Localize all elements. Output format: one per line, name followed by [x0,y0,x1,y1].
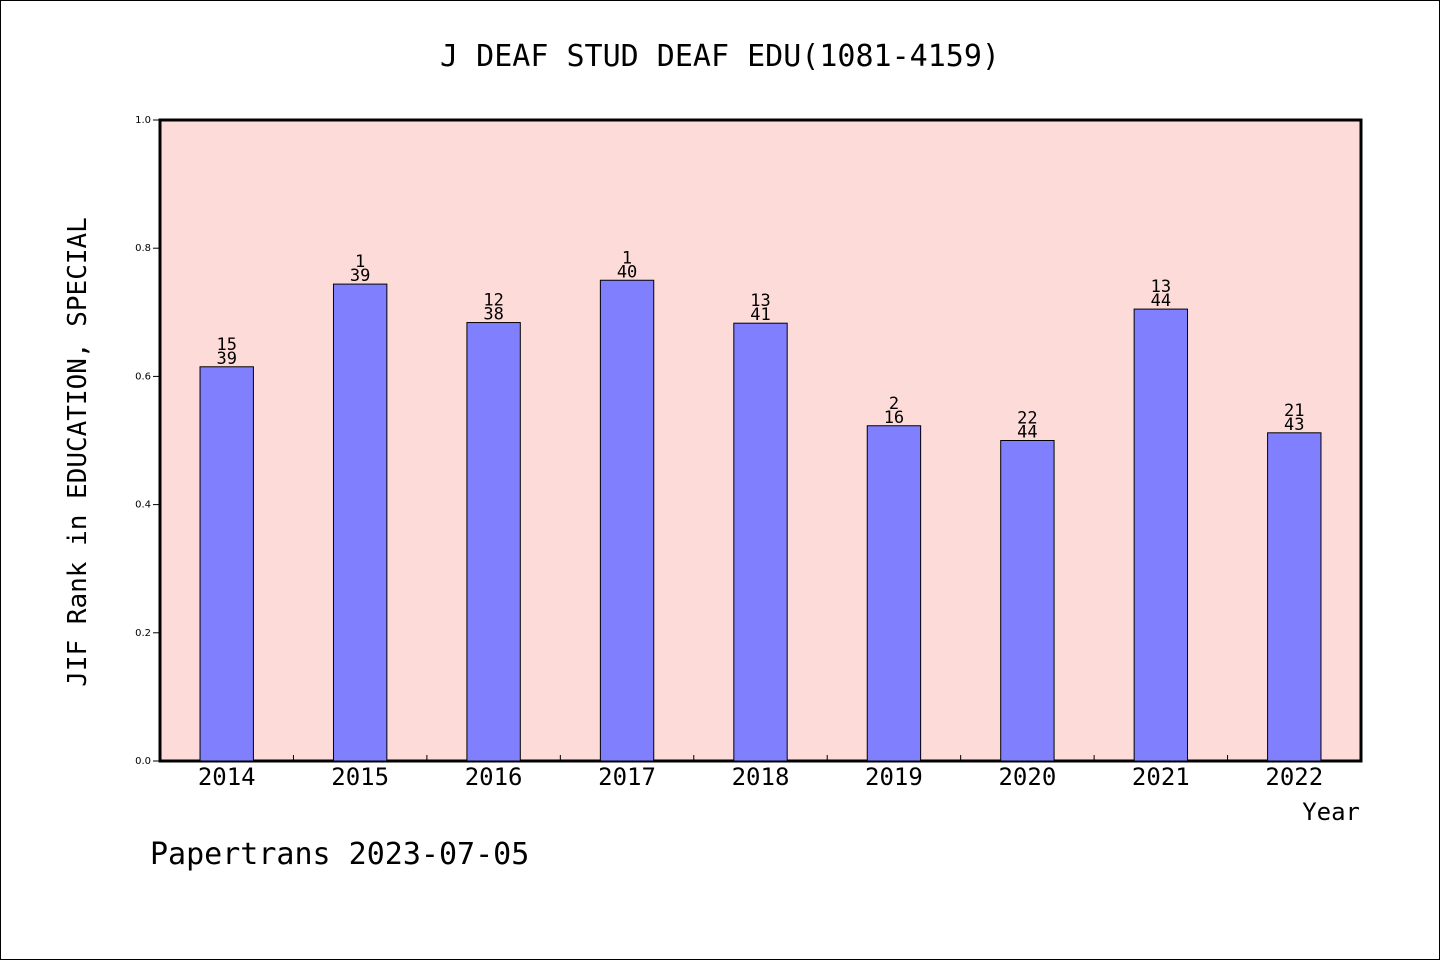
bars [199,279,1322,762]
y-tick-label: 1.0 [135,115,151,126]
chart-title: J DEAF STUD DEAF EDU(1081-4159) [440,39,1000,74]
bar-total-label: 39 [216,349,236,369]
x-axis-ticks: 2014 2015 2016 2017 2018 2019 2020 2021 2022 [198,755,1323,791]
bar-2019 [866,425,922,762]
bar-total-label: 41 [750,305,770,325]
bar-2021 [1133,308,1189,762]
bar-rank-label: 21 [1284,401,1304,421]
y-tick-label: 0.6 [135,371,151,382]
bar-total-label: 40 [617,262,637,282]
y-axis-ticks: 0.0 0.2 0.4 0.6 0.8 1.0 [135,115,160,767]
x-tick-label: 2019 [865,763,923,791]
x-tick-label: 2014 [198,763,256,791]
bar-total-label: 43 [1284,415,1304,435]
bar-rank-label: 13 [1151,277,1171,297]
bar-2018 [733,322,788,762]
bar-2022 [1267,432,1322,762]
bar-2015 [332,283,388,762]
y-tick-label: 0.0 [135,756,151,767]
bar-2014 [199,366,254,762]
y-axis-title: JIF Rank in EDUCATION, SPECIAL [63,217,93,687]
x-tick-label: 2017 [598,763,656,791]
bar-total-label: 44 [1017,423,1037,443]
bar-rank-label: 2 [889,394,899,414]
footer-credit: Papertrans 2023-07-05 [150,837,529,872]
bar-total-label: 38 [483,305,503,325]
x-tick-label: 2015 [331,763,389,791]
x-axis-title: Year [1302,798,1360,826]
bar-rank-label: 1 [622,248,632,268]
bar-total-label: 44 [1151,291,1171,311]
x-tick-label: 2018 [732,763,790,791]
bar-rank-label: 12 [483,291,503,311]
bar-rank-label: 15 [216,335,236,355]
bar-total-label: 39 [350,266,370,286]
x-tick-label: 2020 [998,763,1056,791]
bar-2016 [466,322,521,762]
bar-2017 [599,279,655,762]
bar-2020 [1000,440,1055,762]
y-tick-label: 0.8 [135,243,151,254]
x-tick-label: 2022 [1265,763,1323,791]
bar-total-label: 16 [884,408,904,428]
x-tick-label: 2016 [465,763,523,791]
bar-rank-label: 22 [1017,409,1037,429]
y-tick-label: 0.2 [135,628,151,639]
y-tick-label: 0.4 [135,500,151,511]
bar-rank-label: 1 [355,252,365,272]
x-tick-label: 2021 [1132,763,1190,791]
bar-rank-label: 13 [750,291,770,311]
